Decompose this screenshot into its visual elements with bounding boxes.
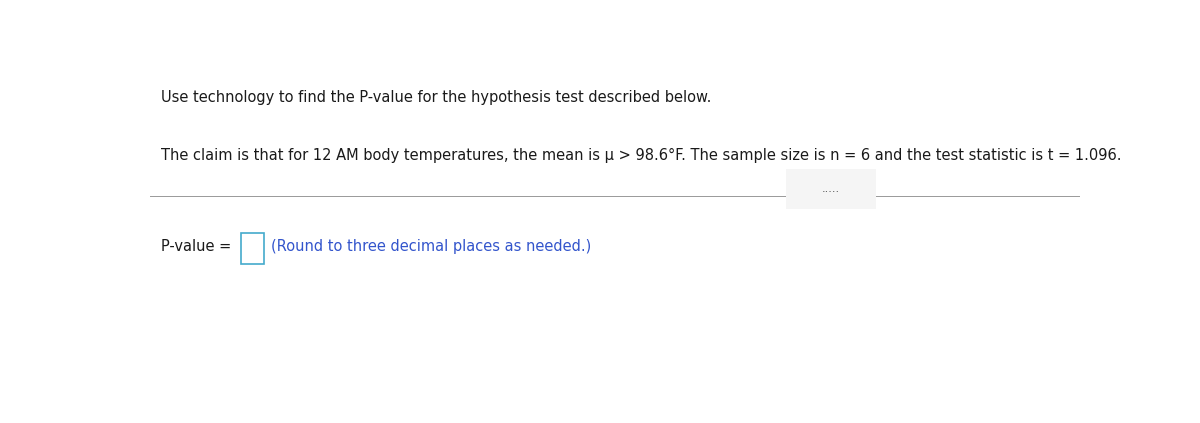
Bar [241, 233, 264, 264]
FancyBboxPatch shape [781, 168, 881, 211]
Text: Use technology to find the P-value for the hypothesis test described below.: Use technology to find the P-value for t… [161, 90, 712, 105]
Text: P-value =: P-value = [161, 239, 236, 254]
Text: The claim is that for 12 AM body temperatures, the mean is μ > 98.6°F. The sampl: The claim is that for 12 AM body tempera… [161, 148, 1122, 163]
Text: .....: ..... [822, 184, 840, 194]
Text: (Round to three decimal places as needed.): (Round to three decimal places as needed… [271, 239, 592, 254]
